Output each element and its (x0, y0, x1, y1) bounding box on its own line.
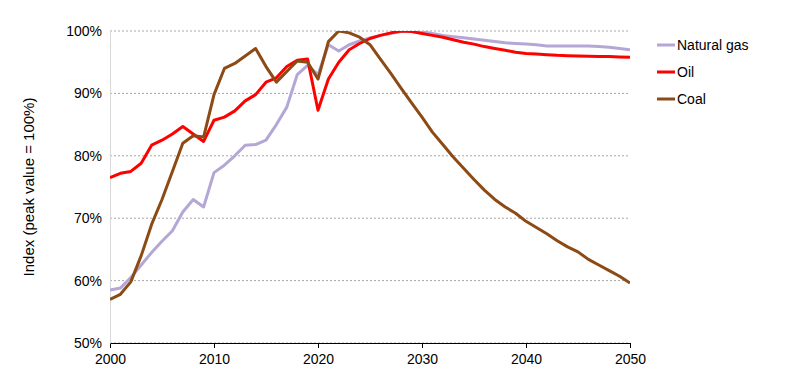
legend: Natural gas Oil Coal (657, 37, 749, 107)
grid (110, 31, 630, 343)
y-axis-line (110, 32, 111, 344)
y-tick: 50% (74, 335, 110, 351)
grid-line (110, 280, 630, 281)
legend-label: Oil (677, 64, 694, 80)
y-tick-label: 100% (66, 23, 102, 39)
y-tick-label: 50% (74, 335, 102, 351)
x-tick-label: 2030 (407, 351, 438, 367)
x-tick: 2020 (303, 343, 334, 367)
y-axis-title: Index (peak value = 100%) (20, 98, 37, 277)
grid-line (110, 155, 630, 156)
legend-swatch (657, 71, 675, 74)
x-tick: 2040 (511, 343, 542, 367)
x-tick-mark (630, 343, 631, 348)
y-tick-label: 70% (74, 210, 102, 226)
grid-line (110, 31, 630, 32)
x-tick: 2010 (199, 343, 230, 367)
line-series (110, 31, 630, 290)
x-tick-mark (422, 343, 423, 348)
x-tick: 2050 (615, 343, 646, 367)
legend-entry: Oil (657, 64, 694, 80)
line-series (110, 31, 630, 299)
x-tick-mark (110, 343, 111, 348)
x-tick-label: 2010 (199, 351, 230, 367)
legend-label: Coal (677, 91, 706, 107)
line-series (110, 31, 630, 178)
legend-swatch (657, 98, 675, 101)
x-tick: 2030 (407, 343, 438, 367)
y-tick: 60% (74, 273, 110, 289)
x-axis-line (111, 344, 631, 349)
x-axis: 2000 2010 2020 2030 2040 2050 (95, 343, 646, 367)
y-axis: 50% 60% 70% 80% 90% 100% (66, 23, 110, 351)
legend-swatch (657, 44, 675, 47)
x-tick-label: 2040 (511, 351, 542, 367)
y-tick: 90% (74, 85, 110, 101)
x-tick-label: 2050 (615, 351, 646, 367)
legend-entry: Natural gas (657, 37, 749, 53)
y-tick-label: 80% (74, 148, 102, 164)
y-tick-label: 60% (74, 273, 102, 289)
x-tick-mark (526, 343, 527, 348)
y-tick: 100% (66, 23, 110, 39)
grid-line (110, 218, 630, 219)
legend-entry: Coal (657, 91, 706, 107)
chart: 2000 2010 2020 2030 2040 2050 50% 60% 70% 80% 90% 1… (0, 0, 801, 387)
y-tick-label: 90% (74, 85, 102, 101)
x-tick-label: 2020 (303, 351, 334, 367)
y-tick: 70% (74, 210, 110, 226)
grid-line (110, 93, 630, 94)
legend-label: Natural gas (677, 37, 749, 53)
x-tick-mark (214, 343, 215, 348)
plot-area: 2000 2010 2020 2030 2040 2050 50% 60% 70% 80% 90% 1… (66, 23, 646, 367)
y-tick: 80% (74, 148, 110, 164)
x-tick-mark (318, 343, 319, 348)
lines (110, 31, 630, 299)
x-tick-label: 2000 (95, 351, 126, 367)
